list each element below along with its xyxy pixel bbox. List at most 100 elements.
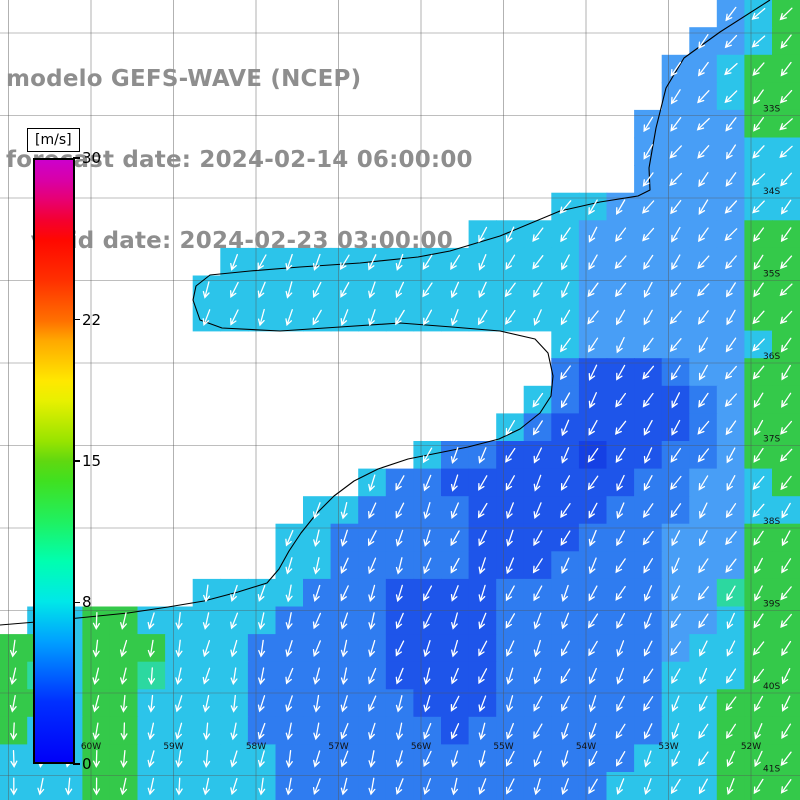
wave-direction-arrow	[726, 309, 736, 326]
wave-direction-arrow	[423, 474, 432, 492]
wave-direction-arrow	[643, 612, 652, 630]
wave-direction-arrow	[505, 557, 515, 575]
wave-direction-arrow	[312, 253, 321, 271]
wave-direction-arrow	[616, 199, 626, 215]
wave-direction-arrow	[779, 310, 793, 325]
wave-direction-arrow	[753, 392, 764, 408]
wave-direction-arrow	[505, 254, 516, 271]
wave-direction-arrow	[560, 392, 571, 409]
wave-direction-arrow	[478, 584, 486, 603]
latitude-label: 37S	[763, 435, 780, 445]
wave-direction-arrow	[697, 90, 710, 104]
wave-direction-arrow	[395, 529, 404, 547]
wave-direction-arrow	[725, 144, 737, 160]
wave-direction-arrow	[754, 585, 763, 602]
longitude-label: 60W	[81, 742, 101, 752]
wave-direction-arrow	[368, 612, 376, 630]
wave-direction-arrow	[588, 695, 597, 713]
wave-direction-arrow	[313, 557, 321, 575]
wave-direction-arrow	[781, 530, 791, 547]
wave-direction-arrow	[616, 667, 625, 685]
wave-direction-arrow	[532, 255, 544, 270]
wave-direction-arrow	[533, 639, 541, 658]
wave-direction-arrow	[669, 172, 683, 187]
wave-direction-arrow	[671, 695, 680, 713]
wave-direction-arrow	[312, 612, 322, 630]
wave-direction-arrow	[478, 668, 488, 685]
wave-direction-arrow	[505, 475, 515, 491]
wave-direction-arrow	[533, 667, 542, 685]
wave-direction-arrow	[478, 281, 487, 299]
wave-direction-arrow	[285, 253, 293, 271]
wave-direction-arrow	[588, 640, 598, 657]
wave-direction-arrow	[533, 612, 542, 630]
wave-direction-arrow	[395, 253, 404, 271]
wave-direction-arrow	[587, 475, 599, 491]
wave-direction-arrow	[367, 254, 377, 271]
wave-direction-arrow	[642, 172, 654, 187]
wave-direction-arrow	[780, 61, 792, 77]
wave-direction-arrow	[450, 281, 460, 299]
wave-direction-arrow	[147, 612, 155, 630]
wave-direction-arrow	[120, 612, 127, 630]
wave-direction-arrow	[120, 667, 127, 685]
wave-direction-arrow	[450, 750, 459, 768]
wave-direction-arrow	[257, 750, 265, 768]
wave-direction-arrow	[780, 779, 792, 794]
wave-direction-arrow	[698, 613, 709, 629]
coastline-path	[0, 0, 771, 626]
wave-direction-arrow	[698, 199, 709, 215]
wave-direction-arrow	[340, 529, 348, 547]
wave-direction-arrow	[588, 750, 598, 767]
wave-direction-arrow	[202, 309, 211, 326]
wave-direction-arrow	[698, 723, 709, 739]
latitude-label: 41S	[763, 765, 780, 775]
wave-direction-arrow	[669, 145, 682, 159]
wave-direction-arrow	[615, 392, 627, 408]
wave-direction-arrow	[368, 777, 376, 796]
arrow-layer	[9, 6, 793, 796]
wave-direction-arrow	[9, 639, 17, 658]
wave-direction-arrow	[285, 750, 293, 768]
wave-direction-arrow	[587, 282, 599, 298]
wave-direction-arrow	[395, 475, 405, 491]
wave-direction-arrow	[423, 585, 433, 602]
wave-direction-arrow	[643, 447, 653, 464]
wave-direction-arrow	[697, 310, 709, 325]
latitude-label: 36S	[763, 352, 780, 362]
wave-direction-arrow	[588, 557, 597, 575]
wave-direction-arrow	[340, 777, 348, 796]
wave-direction-arrow	[532, 392, 544, 408]
wave-direction-arrow	[725, 172, 737, 187]
wave-direction-arrow	[395, 750, 403, 768]
wave-direction-arrow	[725, 503, 737, 519]
wave-direction-arrow	[753, 254, 764, 271]
wave-direction-arrow	[340, 585, 349, 602]
wave-direction-arrow	[505, 750, 515, 767]
wave-direction-arrow	[588, 667, 597, 685]
wave-direction-arrow	[697, 448, 710, 463]
wave-direction-arrow	[202, 612, 210, 630]
wave-direction-arrow	[285, 529, 294, 547]
wave-direction-arrow	[644, 750, 652, 768]
wave-direction-arrow	[478, 640, 488, 657]
wave-direction-arrow	[560, 503, 571, 519]
wave-direction-arrow	[752, 641, 765, 656]
wave-direction-arrow	[779, 89, 793, 104]
wave-direction-arrow	[752, 145, 765, 159]
wave-direction-arrow	[561, 612, 570, 630]
wave-direction-arrow	[615, 585, 626, 601]
wave-direction-arrow	[670, 503, 682, 519]
wave-direction-arrow	[230, 612, 239, 630]
wave-direction-arrow	[505, 226, 515, 243]
wave-direction-arrow	[10, 722, 18, 741]
wave-direction-arrow	[724, 62, 738, 76]
wave-direction-arrow	[753, 668, 765, 684]
wave-direction-arrow	[92, 667, 100, 686]
wave-direction-arrow	[423, 557, 432, 575]
wave-direction-arrow	[560, 309, 571, 326]
wave-direction-arrow	[92, 639, 100, 658]
wave-direction-arrow	[781, 392, 792, 408]
wave-direction-arrow	[780, 586, 792, 601]
